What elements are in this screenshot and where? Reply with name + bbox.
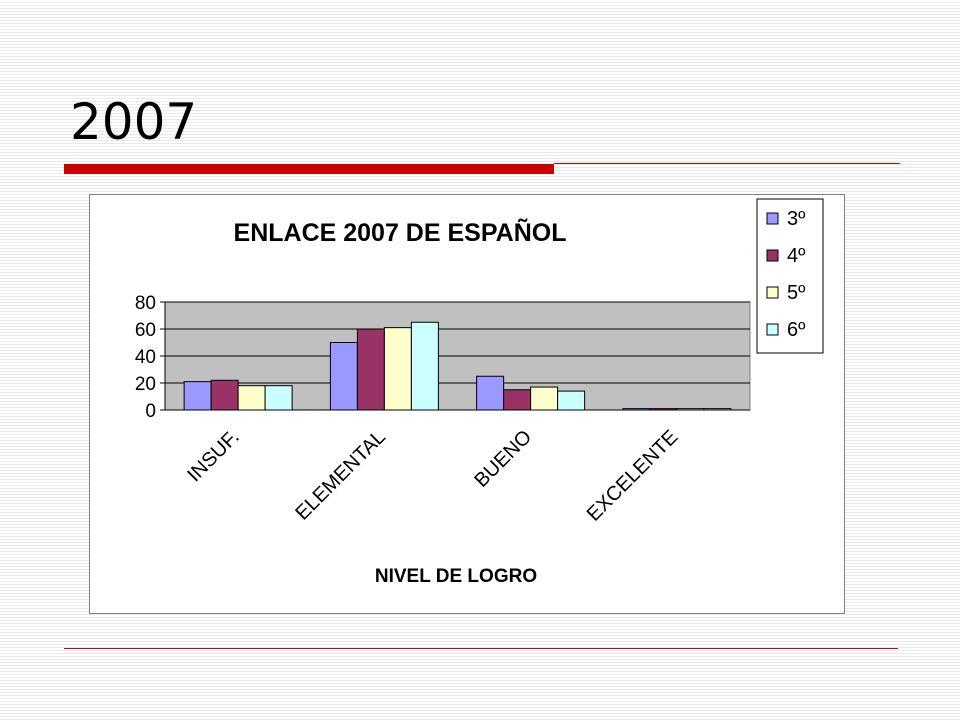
slide-title: 2007 (70, 93, 198, 151)
bar-2-2 (356, 328, 385, 411)
plot-area (164, 301, 751, 411)
legend-label: 4º (787, 245, 806, 267)
legend-swatch (766, 286, 779, 299)
legend-label: 6º (787, 319, 806, 341)
bar-3-3 (530, 386, 559, 411)
y-tick-label: 20 (135, 374, 156, 395)
bar-4-3 (557, 390, 586, 411)
bar-1-2 (329, 342, 358, 411)
y-tick-label: 40 (135, 347, 156, 368)
y-tick-label: 60 (135, 320, 156, 341)
x-category-label: INSUF. (183, 426, 243, 486)
chart-title: ENLACE 2007 DE ESPAÑOL (234, 217, 567, 247)
title-underline-thin (554, 163, 900, 164)
chart-frame: ENLACE 2007 DE ESPAÑOL 0 20 40 60 80 INSUF. E… (89, 194, 845, 614)
x-category-label: EXCELENTE (583, 426, 683, 526)
bar-1-1 (183, 381, 212, 411)
legend-swatch (766, 249, 779, 262)
legend-swatch (766, 323, 779, 336)
legend: 3º 4º 5º 6º (756, 198, 824, 354)
bar-4-4 (703, 408, 732, 411)
legend-label: 3º (787, 208, 806, 230)
x-category-label: BUENO (470, 426, 536, 492)
y-tick-label: 80 (135, 293, 156, 314)
x-axis-title: NIVEL DE LOGRO (375, 566, 537, 587)
bar-2-4 (649, 408, 678, 411)
bar-4-2 (410, 321, 439, 411)
y-tick-label: 0 (145, 401, 156, 422)
bar-1-3 (476, 375, 505, 411)
legend-swatch (766, 212, 779, 225)
bar-3-4 (676, 408, 705, 411)
x-axis-categories: INSUF. ELEMENTAL BUENO EXCELENTE (183, 426, 682, 526)
y-axis-ticks: 0 20 40 60 80 (135, 293, 165, 422)
bar-3-2 (383, 327, 412, 411)
title-underline-thick (64, 164, 554, 174)
legend-label: 5º (787, 282, 806, 304)
x-category-label: ELEMENTAL (291, 426, 390, 525)
bar-1-4 (622, 408, 651, 411)
bar-3-1 (237, 385, 266, 411)
bar-2-1 (210, 379, 239, 411)
bar-2-3 (503, 389, 532, 411)
chart-svg: ENLACE 2007 DE ESPAÑOL 0 20 40 60 80 INSUF. E… (135, 198, 824, 587)
footer-rule (64, 648, 898, 649)
bar-4-1 (264, 385, 293, 411)
